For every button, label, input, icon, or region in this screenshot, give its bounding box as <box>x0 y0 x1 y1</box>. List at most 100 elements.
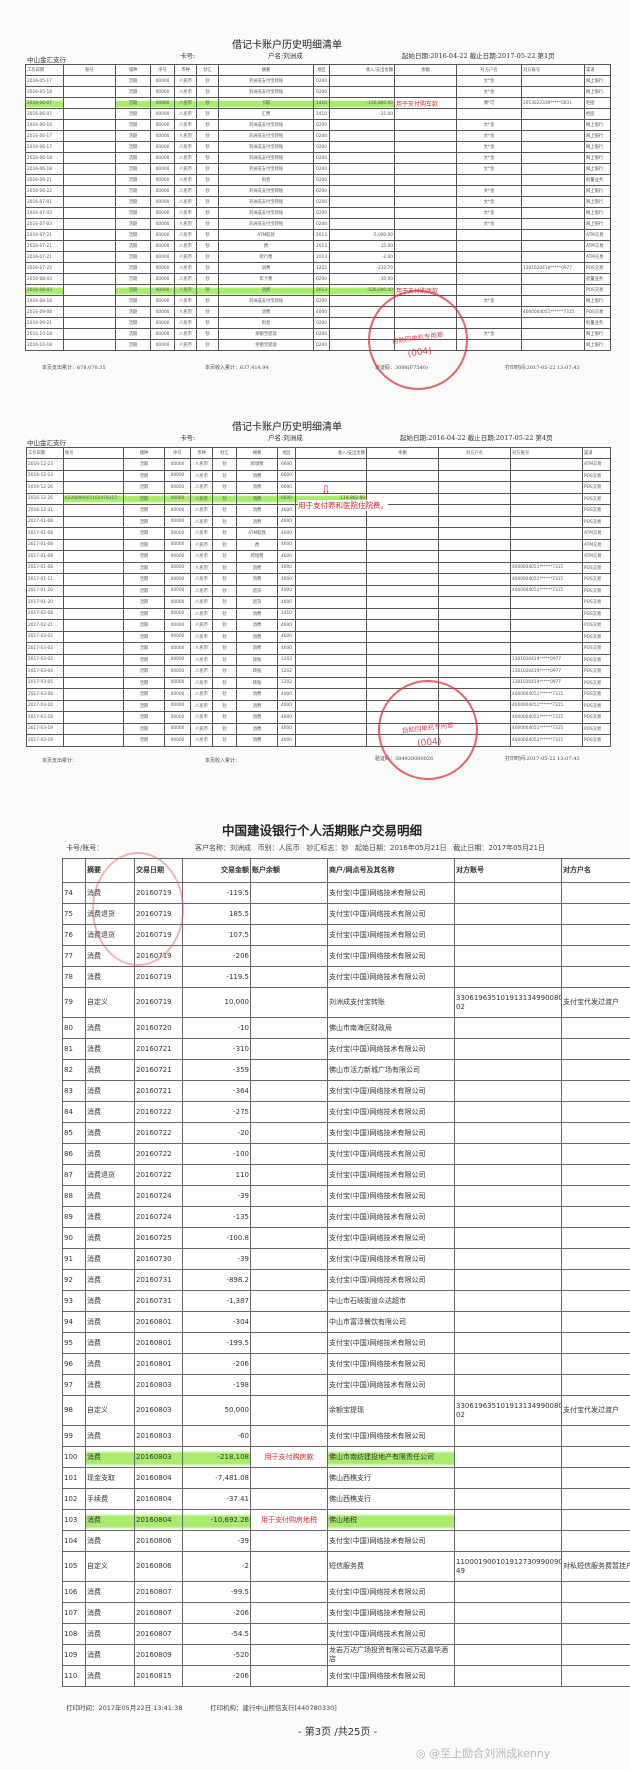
table-cell: 00000 <box>164 469 191 482</box>
table-cell: 钞 <box>196 163 219 175</box>
table-cell: 人民币 <box>190 504 213 517</box>
table-cell <box>510 642 583 655</box>
table-cell: 钞 <box>212 722 237 735</box>
table-cell <box>63 481 124 494</box>
table-cell: 2017-01-08 <box>26 515 64 528</box>
table-cell: 网上银行 <box>584 207 611 219</box>
table-cell: 消费 <box>85 1038 135 1060</box>
table-cell: 刘洲成支付宝转账 <box>218 86 314 98</box>
table-cell: 钞 <box>196 130 219 142</box>
table-cell: 中山市富淳餐饮有限公司 <box>327 1311 455 1333</box>
table-cell: 00000 <box>164 642 191 655</box>
table-cell: -39 <box>182 1530 251 1552</box>
table-row: 86 消费 20160722 -100 支付宝(中国)网络技术有限公司 <box>62 1143 630 1165</box>
table-cell <box>561 1080 630 1102</box>
table-cell: POS交易 <box>582 504 611 517</box>
table-cell <box>250 1353 328 1375</box>
table-cell: 93 <box>62 1290 86 1312</box>
table-cell: 网上银行 <box>584 328 611 340</box>
table-row: 100 消费 20160803 -218,108 用于支付购房款 佛山市南纺建投地产有限责… <box>62 1446 630 1468</box>
table-cell: 4600 <box>277 550 296 563</box>
table-cell: 柜面 <box>584 97 611 109</box>
table-cell <box>454 1017 562 1039</box>
table-row: 2016-08-03 活期 00000 人民币钞年卡费 0200 -10.00 批量业务 <box>25 273 611 285</box>
table-cell <box>456 229 522 241</box>
table-cell: 余额宝提现 <box>327 1395 455 1426</box>
table-cell <box>454 1101 562 1123</box>
table-cell: 人民币 <box>190 642 213 655</box>
table-cell: 00000 <box>164 573 191 586</box>
table-cell: 00000 <box>164 550 191 563</box>
table-row: 2016-07-21 活期 00000 人民币钞跨行费 2013 -2.00 ATM交易 <box>25 251 611 263</box>
table-cell: 89 <box>62 1206 86 1228</box>
table-cell: 人民币 <box>190 550 213 563</box>
table-cell: 人民币 <box>190 630 213 643</box>
table-cell: 消费 <box>236 573 278 586</box>
table-cell: 短信服务费 <box>327 1551 455 1582</box>
table-cell <box>561 1290 630 1312</box>
table-cell: 2013 <box>313 229 330 241</box>
table-cell: 2016-06-07 <box>25 97 64 109</box>
table-row: 79 自定义 20160719 10,000 刘洲成支付宝转账 3306196351019… <box>62 987 630 1018</box>
table-cell: 活期 <box>115 130 151 142</box>
table-cell: 自定义 <box>85 1551 135 1582</box>
table-cell: 活期 <box>123 492 165 505</box>
table-cell: 网上银行 <box>584 152 611 164</box>
table-cell <box>250 1017 328 1039</box>
table-cell: 支付宝(中国)网络技术有限公司 <box>327 1038 455 1060</box>
table-cell <box>438 527 511 540</box>
table-cell <box>329 75 395 87</box>
column-header: 账号 <box>63 64 116 76</box>
table-cell <box>394 152 457 164</box>
table-cell <box>454 1623 562 1645</box>
table-cell <box>63 97 116 109</box>
table-cell: 活期 <box>115 262 151 274</box>
table-cell: 2016-09-21 <box>25 317 64 329</box>
table-cell: 刘洲成支付宝转账 <box>218 196 314 208</box>
table-cell: 4000 <box>277 699 296 712</box>
table-cell: 20160801 <box>134 1332 183 1354</box>
table-cell: 00000 <box>164 527 191 540</box>
table-cell <box>521 240 585 252</box>
table-cell: 330619635101913134990080000 02 <box>454 987 562 1018</box>
table-cell <box>295 469 367 482</box>
table-row: 97 消费 20160803 -198 支付宝(中国)网络技术有限公司 <box>62 1374 630 1396</box>
table-cell: 消费 <box>85 1227 135 1249</box>
table-cell <box>250 1623 328 1645</box>
table-cell: 103 <box>62 1509 86 1531</box>
table-cell: 活期 <box>115 339 151 351</box>
table-cell <box>561 1581 630 1603</box>
table-cell: 人民币 <box>174 130 197 142</box>
table-cell: 0200 <box>313 163 330 175</box>
table-cell: 人民币 <box>190 653 213 666</box>
table-cell: 消费 <box>236 504 278 517</box>
table-cell: 活期 <box>115 163 151 175</box>
table-cell <box>63 130 116 142</box>
table-cell: 人民币 <box>174 75 197 87</box>
table-cell: 2016-12-26 <box>26 481 64 494</box>
table-cell: POS交易 <box>584 306 611 318</box>
table-cell: 佛山西樵支行 <box>327 1488 455 1510</box>
page2-annotation-hospital: 用于支付养和医院住院费。 <box>298 500 388 511</box>
table-cell: 消费 <box>85 1602 135 1624</box>
table-cell: 支付宝代发过渡户 <box>561 1395 630 1426</box>
table-cell: 活期 <box>115 196 151 208</box>
table-cell: 消费 <box>85 1185 135 1207</box>
table-row: 2016-07-25 活期 00000 人民币钞消费 1202 -232.70 130102… <box>25 262 611 274</box>
table-cell: ATM交易 <box>584 229 611 241</box>
table-row: 2016-12-23 活期 00000 人民币钞消费 6600 POS交易 <box>26 469 611 482</box>
table-cell: 余额宝提现 <box>218 328 314 340</box>
table-cell <box>250 1080 328 1102</box>
table-cell: 跨境费 <box>236 458 278 471</box>
table-cell <box>295 596 367 609</box>
table-cell: 109 <box>62 1644 86 1666</box>
table-cell: -2.00 <box>329 251 395 263</box>
table-row: 2017-02-21 活期 00000 人民币钞消费 4600 POS交易 <box>26 619 611 632</box>
table-cell <box>250 1665 328 1687</box>
table-cell: 人民币 <box>174 174 197 186</box>
table-cell: 支付宝(中国)网络技术有限公司 <box>327 1623 455 1645</box>
table-cell: 钞 <box>212 504 237 517</box>
table-cell: 2016-05-18 <box>25 86 64 98</box>
table-cell: 佛山市活力新城广场有限公司 <box>327 1059 455 1081</box>
table-row: 2016-07-01 活期 00000 人民币钞刘洲成支付宝转账 0200 文*金 网上银行 <box>25 196 611 208</box>
